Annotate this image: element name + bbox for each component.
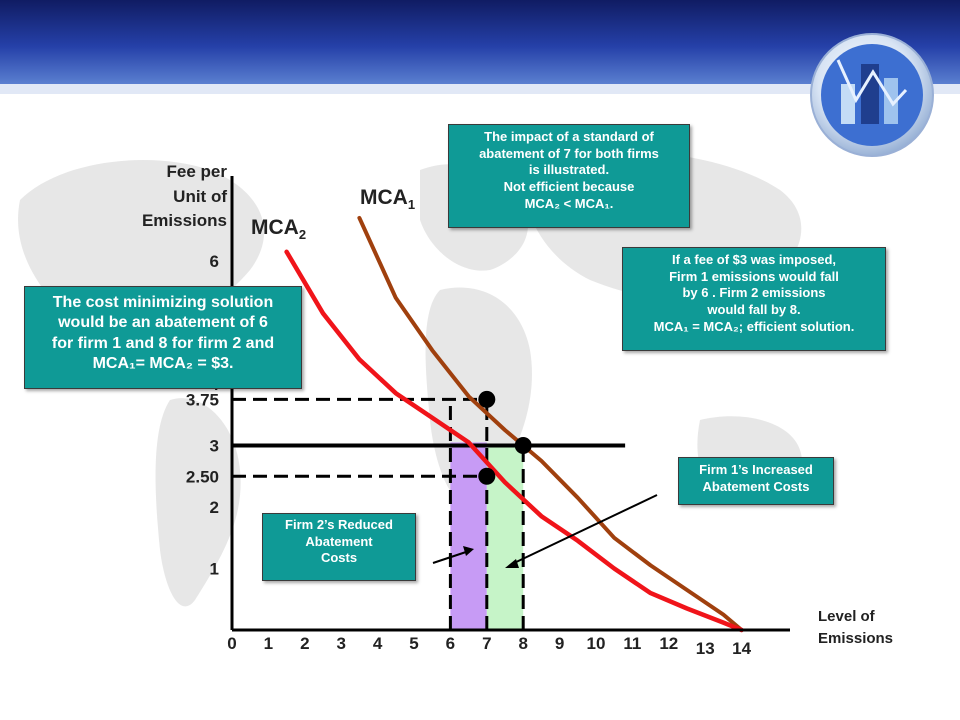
callout-line: Costs [320, 550, 358, 566]
callout-line: would be an abatement of 6 [58, 314, 268, 332]
x-tick-label: 1 [264, 634, 273, 653]
x-tick-label: 5 [409, 634, 418, 653]
series-label-mca2-subscript: 2 [298, 227, 307, 243]
callout-firm1-increased: Firm 1’s Increased Abatement Costs [678, 457, 834, 505]
callout-cost-minimizing: The cost minimizing solution would be an… [24, 286, 302, 389]
callout-line: by 6 . Firm 2 emissions [682, 285, 826, 301]
intersection-point [478, 390, 496, 408]
callout-line: Firm 1’s Increased [699, 462, 813, 477]
intersection-point [514, 437, 532, 454]
series-line-mca2 [284, 249, 744, 633]
x-tick-label: 8 [518, 634, 527, 653]
x-tick-label: 11 [623, 634, 641, 653]
y-tick-label: 2 [210, 498, 219, 517]
x-tick-label: 2 [300, 634, 309, 653]
intersection-point [478, 467, 496, 485]
y-tick-label: 6 [210, 252, 219, 271]
y-axis-title-line: Unit of [173, 186, 227, 206]
y-axis-title-line: Emissions [141, 211, 227, 231]
callout-line: Abatement Costs [702, 478, 810, 494]
arrow-firm2 [432, 551, 467, 564]
x-tick-label: 0 [227, 634, 236, 653]
series-label-mca2: MCA2 [251, 216, 306, 242]
callout-line: Firm 1 emissions would fall [669, 268, 839, 284]
arrow-firm1 [511, 494, 658, 565]
series-label-mca2-text: MCA [251, 216, 299, 239]
x-tick-label: 14 [732, 639, 751, 658]
callout-line: for firm 1 and 8 for firm 2 and [51, 334, 275, 352]
series-label-mca1: MCA1 [360, 186, 415, 212]
callout-standard-impact: The impact of a standard of abatement of… [448, 124, 690, 228]
x-tick-label: 3 [336, 634, 345, 653]
y-tick-label: 2.50 [186, 467, 219, 486]
callout-line: abatement of 7 for both firms [479, 145, 659, 161]
callout-line: MCA₂ < MCA₁. [524, 195, 614, 211]
callout-firm2-reduced: Firm 2’s Reduced Abatement Costs [262, 513, 416, 581]
callout-line: would fall by 8. [707, 301, 801, 317]
header-fade [0, 84, 960, 94]
callout-line: MCA₁ = MCA₂; efficient solution. [653, 318, 855, 334]
x-tick-label: 7 [482, 634, 491, 653]
y-axis-title-line: Fee per [166, 162, 227, 181]
callout-line: Firm 2’s Reduced [285, 517, 393, 532]
callout-line: Abatement [305, 533, 373, 549]
arrow-head-firm2 [463, 546, 474, 556]
header-band [0, 0, 960, 84]
callout-line: The cost minimizing solution [52, 294, 274, 311]
callout-line: MCA₁= MCA₂ = $3. [92, 355, 234, 373]
x-axis-title-line: Level of [818, 608, 875, 625]
x-tick-label: 10 [587, 634, 606, 653]
x-tick-label: 6 [446, 634, 455, 653]
x-tick-label: 12 [659, 634, 678, 653]
callout-line: Not efficient because [503, 178, 635, 194]
callout-line: is illustrated. [528, 162, 610, 178]
x-tick-label: 4 [373, 634, 383, 653]
chart-logo-icon [810, 33, 934, 157]
y-tick-label: 3 [210, 437, 219, 456]
y-tick-label: 1 [210, 560, 219, 579]
series-label-mca1-text: MCA [360, 186, 408, 209]
series-label-mca1-subscript: 1 [407, 197, 416, 213]
y-tick-label: 3.75 [186, 390, 219, 409]
arrow-head-firm1 [505, 559, 519, 568]
callout-line: The impact of a standard of [484, 129, 654, 144]
x-tick-label: 13 [696, 639, 715, 658]
callout-line: If a fee of $3 was imposed, [672, 252, 836, 267]
series-line-mca1 [357, 215, 744, 632]
x-axis-title-line: Emissions [818, 629, 894, 647]
callout-fee-efficient: If a fee of $3 was imposed, Firm 1 emiss… [622, 247, 886, 351]
y-axis-title: Fee per Unit of Emissions [97, 160, 227, 234]
x-axis-title: Level of Emissions [818, 606, 893, 650]
x-tick-label: 9 [555, 634, 564, 653]
